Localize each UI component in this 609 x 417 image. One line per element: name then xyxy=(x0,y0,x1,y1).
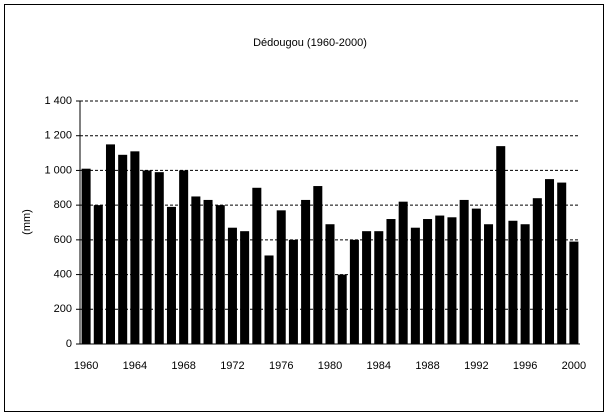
bar xyxy=(301,199,311,344)
bar xyxy=(81,168,91,344)
x-tick-label: 1988 xyxy=(415,360,439,372)
bar xyxy=(240,231,250,344)
y-tick-label: 0 xyxy=(66,338,72,350)
bar xyxy=(496,146,506,344)
bar xyxy=(471,208,481,344)
bar xyxy=(459,199,469,344)
x-tick-label: 1984 xyxy=(367,360,391,372)
chart-title: Dédougou (1960-2000) xyxy=(253,37,367,49)
bar xyxy=(215,205,225,344)
x-tick-label: 1968 xyxy=(171,360,195,372)
y-axis-label: (mm) xyxy=(21,209,33,235)
bar xyxy=(447,217,457,344)
y-tick-label: 800 xyxy=(54,199,72,211)
bar xyxy=(362,231,372,344)
x-tick-label: 1964 xyxy=(123,360,147,372)
x-tick-label: 1960 xyxy=(74,360,98,372)
y-tick-label: 1 000 xyxy=(44,164,72,176)
bar xyxy=(142,170,152,344)
bar xyxy=(118,154,128,344)
bar xyxy=(276,210,286,344)
bar xyxy=(484,224,494,344)
x-tick-label: 1972 xyxy=(220,360,244,372)
bar xyxy=(374,231,384,344)
bar xyxy=(105,144,115,344)
bar xyxy=(435,215,445,344)
x-tick-label: 1992 xyxy=(464,360,488,372)
bar xyxy=(398,201,408,344)
x-tick-label: 1996 xyxy=(513,360,537,372)
y-tick-label: 1 200 xyxy=(44,130,72,142)
bar xyxy=(179,170,189,344)
y-tick-label: 1 400 xyxy=(44,95,72,107)
bar xyxy=(252,187,262,344)
x-tick-label: 1976 xyxy=(269,360,293,372)
bar xyxy=(545,179,555,344)
bar xyxy=(349,239,359,344)
bar xyxy=(423,219,433,344)
bar xyxy=(227,227,237,344)
bar xyxy=(569,241,579,344)
bar xyxy=(557,182,567,344)
bar xyxy=(130,151,140,344)
bar xyxy=(386,219,396,344)
bar xyxy=(532,198,542,344)
bar xyxy=(203,199,213,344)
bar xyxy=(520,224,530,344)
bar xyxy=(410,227,420,344)
bar xyxy=(166,206,176,344)
bar xyxy=(264,255,274,344)
bar xyxy=(325,224,335,344)
bar xyxy=(313,186,323,344)
y-tick-label: 200 xyxy=(54,303,72,315)
bar xyxy=(337,274,347,344)
y-tick-label: 400 xyxy=(54,268,72,280)
bar xyxy=(154,172,164,344)
bar xyxy=(288,239,298,344)
x-tick-label: 2000 xyxy=(562,360,586,372)
bar xyxy=(93,205,103,344)
y-tick-label: 600 xyxy=(54,234,72,246)
bar xyxy=(191,196,201,344)
bar xyxy=(508,220,518,344)
x-tick-label: 1980 xyxy=(318,360,342,372)
